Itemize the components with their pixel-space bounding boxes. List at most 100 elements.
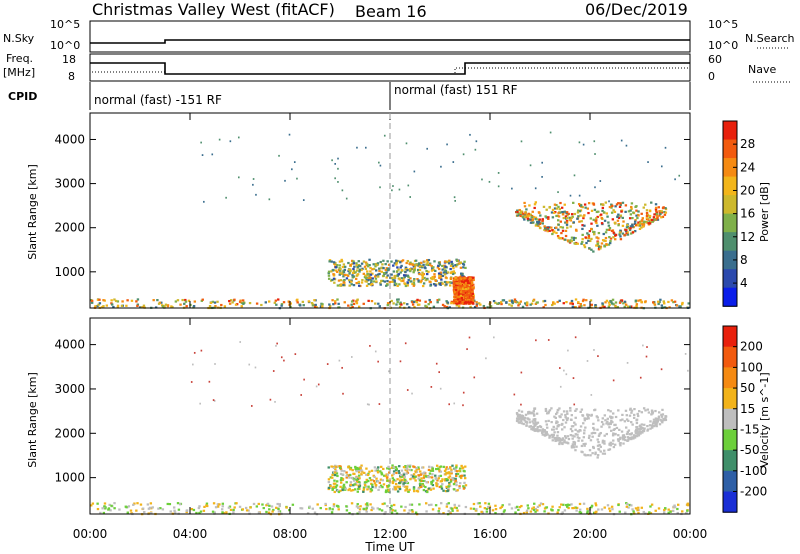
- power-data-cell: [468, 286, 471, 289]
- power-data-cell: [464, 300, 467, 303]
- power-data-cell: [421, 276, 424, 279]
- power-data-cell: [352, 267, 355, 271]
- power-data-cell: [351, 259, 354, 262]
- power-data-cell: [402, 279, 405, 282]
- power-data-cell: [421, 266, 424, 269]
- velocity-data-cell: [365, 507, 368, 510]
- velocity-data-cell: [213, 400, 216, 402]
- velocity-data-cell: [394, 509, 397, 512]
- power-data-cell: [327, 270, 331, 273]
- power-data-cell: [614, 222, 617, 225]
- velocity-data-cell: [192, 363, 194, 366]
- velocity-data-cell: [456, 472, 460, 476]
- power-data-cell: [578, 220, 581, 223]
- power-data-cell: [581, 227, 584, 231]
- power-data-cell: [600, 222, 604, 225]
- velocity-data-cell: [622, 434, 626, 437]
- velocity-data-cell: [391, 481, 394, 484]
- power-data-cell: [457, 300, 460, 303]
- power-data-cell: [457, 286, 460, 289]
- power-data-cell: [497, 185, 500, 188]
- velocity-data-cell: [374, 486, 377, 489]
- velocity-data-cell: [630, 504, 633, 507]
- velocity-data-cell: [563, 439, 566, 442]
- power-data-cell: [538, 220, 541, 223]
- velocity-data-cell: [534, 418, 537, 421]
- velocity-data-cell: [558, 442, 561, 446]
- power-data-cell: [609, 237, 613, 240]
- power-data-cell: [436, 301, 439, 304]
- power-data-cell: [386, 302, 390, 305]
- power-data-cell: [275, 303, 278, 306]
- velocity-data-cell: [431, 479, 435, 482]
- freq-tick-top: 18: [62, 53, 76, 66]
- power-data-cell: [458, 300, 461, 304]
- velocity-data-cell: [510, 507, 514, 510]
- velocity-data-cell: [627, 429, 631, 432]
- power-data-cell: [470, 298, 473, 301]
- velocity-data-cell: [285, 506, 288, 509]
- power-data-cell: [98, 302, 102, 305]
- power-data-cell: [617, 213, 620, 216]
- power-data-cell: [552, 211, 556, 214]
- power-data-cell: [580, 304, 583, 308]
- power-data-cell: [459, 294, 463, 297]
- velocity-data-cell: [673, 504, 676, 507]
- velocity-data-cell: [278, 503, 281, 506]
- power-data-cell: [660, 211, 663, 214]
- power-data-cell: [97, 303, 100, 306]
- power-data-cell: [461, 272, 464, 276]
- power-data-cell: [469, 293, 472, 296]
- power-data-cell: [406, 274, 409, 277]
- velocity-data-cell: [453, 503, 456, 506]
- power-data-cell: [319, 305, 323, 308]
- velocity-data-cell: [313, 511, 317, 514]
- velocity-data-cell: [278, 504, 281, 508]
- velocity-data-cell: [570, 425, 574, 428]
- power-data-cell: [342, 269, 345, 272]
- power-data-cell: [417, 279, 420, 282]
- velocity-data-cell: [177, 508, 181, 511]
- power-data-cell: [636, 224, 640, 227]
- velocity-data-cell: [103, 505, 106, 508]
- velocity-colorbar-segment: [723, 450, 737, 472]
- power-data-cell: [387, 267, 391, 270]
- velocity-data-cell: [331, 476, 334, 479]
- velocity-data-cell: [439, 387, 442, 390]
- power-data-cell: [566, 239, 570, 242]
- velocity-data-cell: [340, 469, 343, 472]
- velocity-data-cell: [562, 503, 565, 506]
- power-data-cell: [587, 239, 590, 242]
- power-data-cell: [604, 201, 608, 204]
- power-data-cell: [454, 199, 456, 202]
- power-data-cell: [448, 306, 451, 309]
- power-data-cell: [401, 259, 405, 262]
- velocity-data-cell: [412, 490, 416, 493]
- power-data-cell: [337, 279, 341, 282]
- velocity-data-cell: [344, 487, 347, 490]
- velocity-data-cell: [563, 435, 567, 438]
- power-data-cell: [553, 207, 557, 210]
- power-data-cell: [171, 306, 174, 309]
- power-data-cell: [601, 305, 604, 308]
- time-axis-label: Time UT: [364, 540, 415, 554]
- power-data-cell: [510, 299, 514, 302]
- velocity-data-cell: [366, 504, 369, 507]
- power-data-cell: [446, 301, 450, 304]
- power-data-cell: [631, 231, 635, 234]
- power-colorbar-segment: [723, 121, 737, 141]
- velocity-data-cell: [545, 506, 549, 509]
- power-data-cell: [564, 238, 567, 241]
- velocity-data-cell: [332, 482, 336, 485]
- velocity-data-cell: [422, 476, 426, 479]
- power-data-cell: [548, 229, 551, 232]
- velocity-data-cell: [625, 418, 629, 421]
- velocity-data-cell: [664, 416, 667, 420]
- power-data-cell: [466, 298, 470, 301]
- power-data-cell: [452, 270, 456, 273]
- power-data-cell: [445, 300, 448, 303]
- power-data-cell: [302, 304, 305, 307]
- velocity-data-cell: [551, 439, 554, 442]
- velocity-data-cell: [415, 468, 419, 471]
- power-data-cell: [447, 262, 451, 265]
